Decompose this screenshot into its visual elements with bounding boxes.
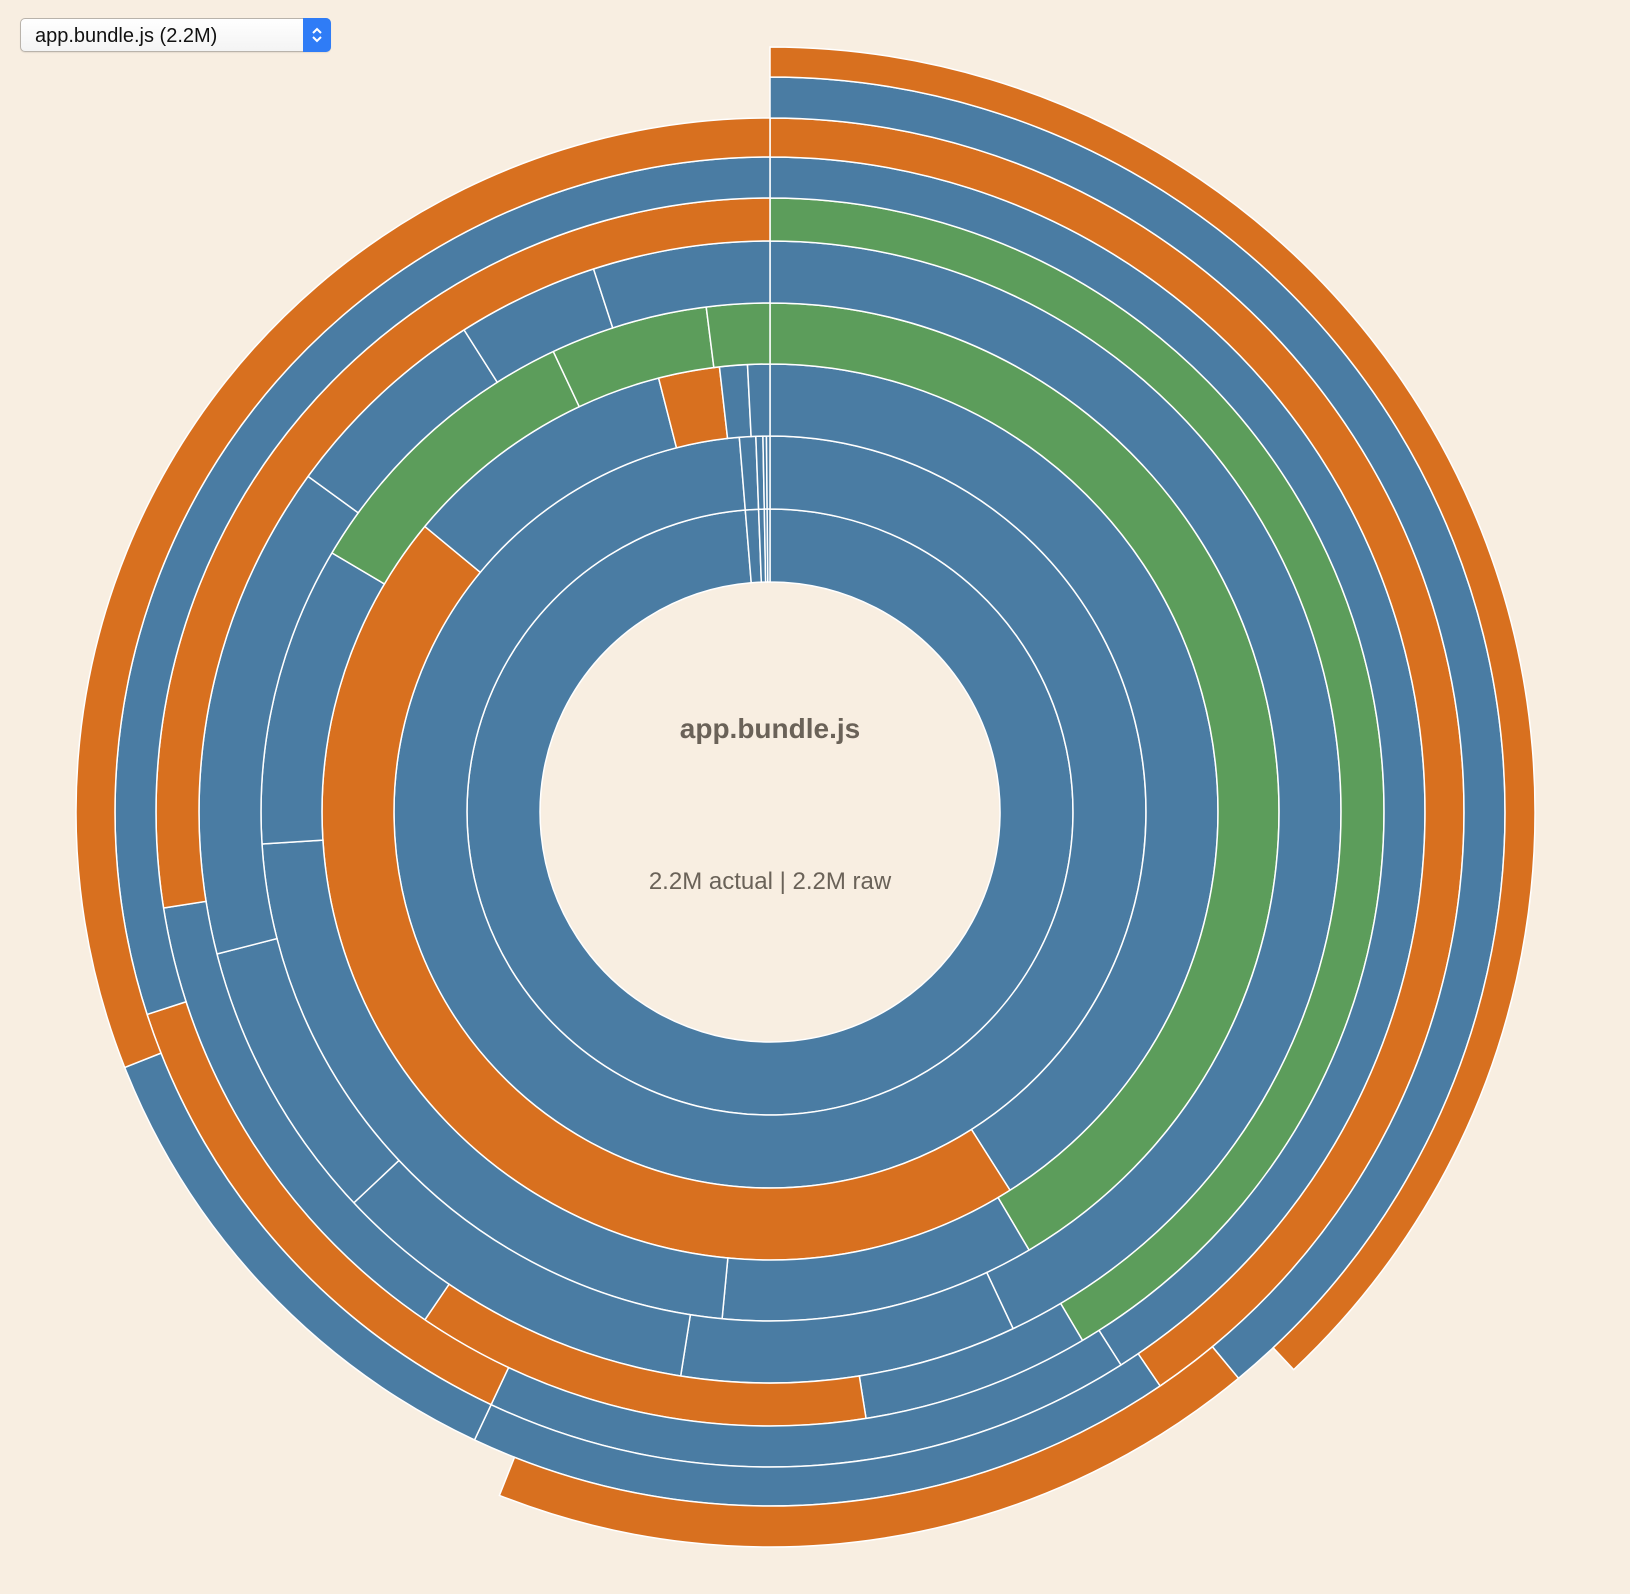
sunburst-segment-d1-4[interactable] xyxy=(766,508,771,583)
sunburst-segment-d2-4[interactable] xyxy=(765,435,771,510)
sunburst-segment-d1-0[interactable] xyxy=(466,508,1074,1116)
sunburst-segment-d4-6[interactable] xyxy=(705,302,771,369)
center-subtitle: 2.2M actual | 2.2M raw xyxy=(648,868,892,895)
chevron-up-down-icon[interactable] xyxy=(303,18,331,52)
sunburst-segment-d10-0[interactable] xyxy=(769,46,1536,1371)
sunburst-segment-d3-5[interactable] xyxy=(746,363,771,438)
bundle-selector[interactable]: app.bundle.js (2.2M) xyxy=(20,18,331,52)
center-title: app.bundle.js xyxy=(679,713,861,744)
sunburst-segment-d9-1[interactable] xyxy=(498,1345,1240,1548)
bundle-selector-value: app.bundle.js (2.2M) xyxy=(35,25,218,47)
